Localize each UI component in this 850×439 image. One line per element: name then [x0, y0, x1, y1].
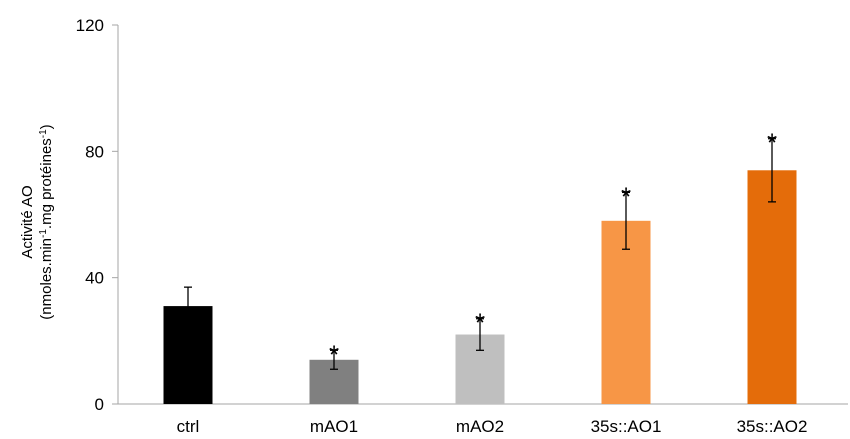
significance-marker: * — [475, 308, 485, 338]
x-tick-labels: ctrl mAO1 mAO2 35s::AO1 35s::AO2 — [177, 417, 808, 436]
bar — [748, 170, 797, 404]
y-tick-label: 40 — [85, 269, 104, 288]
x-tick-label: 35s::AO1 — [591, 417, 662, 436]
y-tick-label: 0 — [95, 395, 104, 414]
significance-marker: * — [621, 181, 631, 211]
y-axis-title-line1: Activité AO — [19, 185, 36, 258]
significance-marker: * — [329, 339, 339, 369]
y-axis-title-line2: (nmoles.min-1.mg protéines-1) — [38, 124, 56, 319]
x-tick-label: mAO2 — [456, 417, 504, 436]
y-axis-unit-part-3: ) — [38, 124, 55, 129]
y-axis-unit-part-2: .mg protéines — [38, 138, 55, 229]
x-tick-label: 35s::AO2 — [737, 417, 808, 436]
y-tick-label: 80 — [85, 142, 104, 161]
bars: * * * * — [164, 128, 797, 404]
y-ticks: 0 40 80 120 — [76, 16, 118, 414]
y-tick-label: 120 — [76, 16, 104, 35]
y-axis-unit-part-1: (nmoles.min — [38, 238, 55, 320]
x-tick-label: mAO1 — [310, 417, 358, 436]
x-tick-label: ctrl — [177, 417, 200, 436]
significance-marker: * — [767, 128, 777, 158]
y-axis-title: Activité AO (nmoles.min-1.mg protéines-1… — [19, 124, 55, 319]
